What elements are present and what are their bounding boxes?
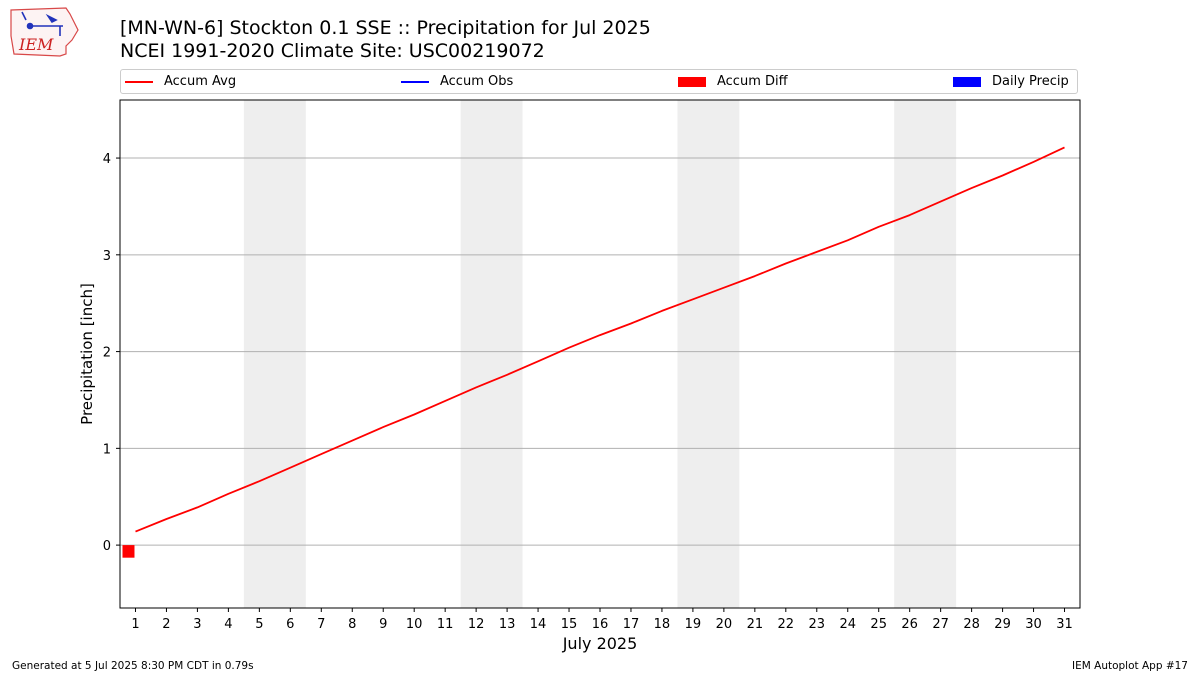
x-tick-label-18: 18 bbox=[654, 617, 671, 632]
x-axis-label: July 2025 bbox=[562, 634, 638, 653]
legend-swatch-accum-obs bbox=[401, 80, 429, 83]
legend-item-daily-precip: Daily Precip bbox=[953, 70, 1069, 93]
x-tick-label-21: 21 bbox=[747, 617, 764, 632]
weekend-band-3 bbox=[677, 100, 740, 608]
x-tick-label-5: 5 bbox=[255, 617, 263, 632]
x-tick-label-30: 30 bbox=[1025, 617, 1042, 632]
x-tick-label-29: 29 bbox=[994, 617, 1011, 632]
x-tick-label-4: 4 bbox=[224, 617, 232, 632]
x-tick-label-20: 20 bbox=[716, 617, 733, 632]
legend-item-accum-diff: Accum Diff bbox=[678, 70, 788, 93]
x-tick-label-17: 17 bbox=[623, 617, 640, 632]
x-tick-label-27: 27 bbox=[932, 617, 949, 632]
weekend-band-2 bbox=[460, 100, 523, 608]
y-tick-label-4: 4 bbox=[103, 152, 111, 167]
legend-swatch-accum-diff bbox=[678, 76, 706, 87]
app-label: IEM Autoplot App #17 bbox=[1072, 660, 1188, 672]
legend-label-accum-obs: Accum Obs bbox=[440, 74, 514, 89]
legend-label-accum-avg: Accum Avg bbox=[164, 74, 237, 89]
x-tick-label-22: 22 bbox=[778, 617, 795, 632]
x-tick-label-2: 2 bbox=[162, 617, 170, 632]
x-tick-label-13: 13 bbox=[499, 617, 516, 632]
x-tick-label-12: 12 bbox=[468, 617, 485, 632]
x-tick-label-24: 24 bbox=[839, 617, 856, 632]
chart-title: [MN-WN-6] Stockton 0.1 SSE :: Precipitat… bbox=[120, 17, 651, 39]
x-tick-label-9: 9 bbox=[379, 617, 387, 632]
x-tick-label-26: 26 bbox=[901, 617, 918, 632]
weather-station-icon bbox=[21, 11, 63, 36]
x-tick-label-8: 8 bbox=[348, 617, 356, 632]
x-tick-label-7: 7 bbox=[317, 617, 325, 632]
x-tick-label-23: 23 bbox=[809, 617, 826, 632]
weekend-band-4 bbox=[894, 100, 957, 608]
legend-item-accum-avg: Accum Avg bbox=[125, 70, 236, 93]
x-tick-label-31: 31 bbox=[1056, 617, 1073, 632]
y-tick-label-0: 0 bbox=[103, 539, 111, 554]
x-tick-label-6: 6 bbox=[286, 617, 294, 632]
legend-label-accum-diff: Accum Diff bbox=[717, 74, 788, 89]
weekend-band-1 bbox=[243, 100, 306, 608]
x-tick-label-16: 16 bbox=[592, 617, 609, 632]
bar-accum-diff-1 bbox=[122, 545, 135, 558]
x-tick-label-1: 1 bbox=[131, 617, 139, 632]
legend-swatch-daily-precip bbox=[953, 76, 981, 87]
x-tick-label-3: 3 bbox=[193, 617, 201, 632]
generated-timestamp: Generated at 5 Jul 2025 8:30 PM CDT in 0… bbox=[12, 660, 254, 672]
x-tick-label-11: 11 bbox=[437, 617, 454, 632]
y-tick-label-3: 3 bbox=[103, 249, 111, 264]
y-tick-label-1: 1 bbox=[103, 442, 111, 457]
x-tick-label-10: 10 bbox=[406, 617, 423, 632]
chart-subtitle: NCEI 1991-2020 Climate Site: USC00219072 bbox=[120, 40, 545, 62]
x-tick-label-25: 25 bbox=[870, 617, 887, 632]
iowa-state-outline-icon bbox=[10, 7, 79, 57]
x-tick-label-14: 14 bbox=[530, 617, 547, 632]
plot-frame bbox=[119, 99, 1081, 609]
series-line-accum-avg bbox=[135, 146, 1065, 533]
legend-label-daily-precip: Daily Precip bbox=[992, 74, 1069, 89]
y-tick-label-2: 2 bbox=[103, 346, 111, 361]
x-tick-label-19: 19 bbox=[685, 617, 702, 632]
legend-swatch-accum-avg bbox=[125, 80, 153, 83]
x-tick-label-15: 15 bbox=[561, 617, 578, 632]
y-axis-label: Precipitation [inch] bbox=[78, 283, 96, 425]
logo-text: IEM bbox=[18, 35, 54, 54]
legend-item-accum-obs: Accum Obs bbox=[401, 70, 513, 93]
chart-legend: Accum Avg Accum Obs Accum Diff Daily Pre… bbox=[120, 69, 1078, 94]
x-tick-label-28: 28 bbox=[963, 617, 980, 632]
iem-logo: IEM bbox=[10, 7, 79, 57]
